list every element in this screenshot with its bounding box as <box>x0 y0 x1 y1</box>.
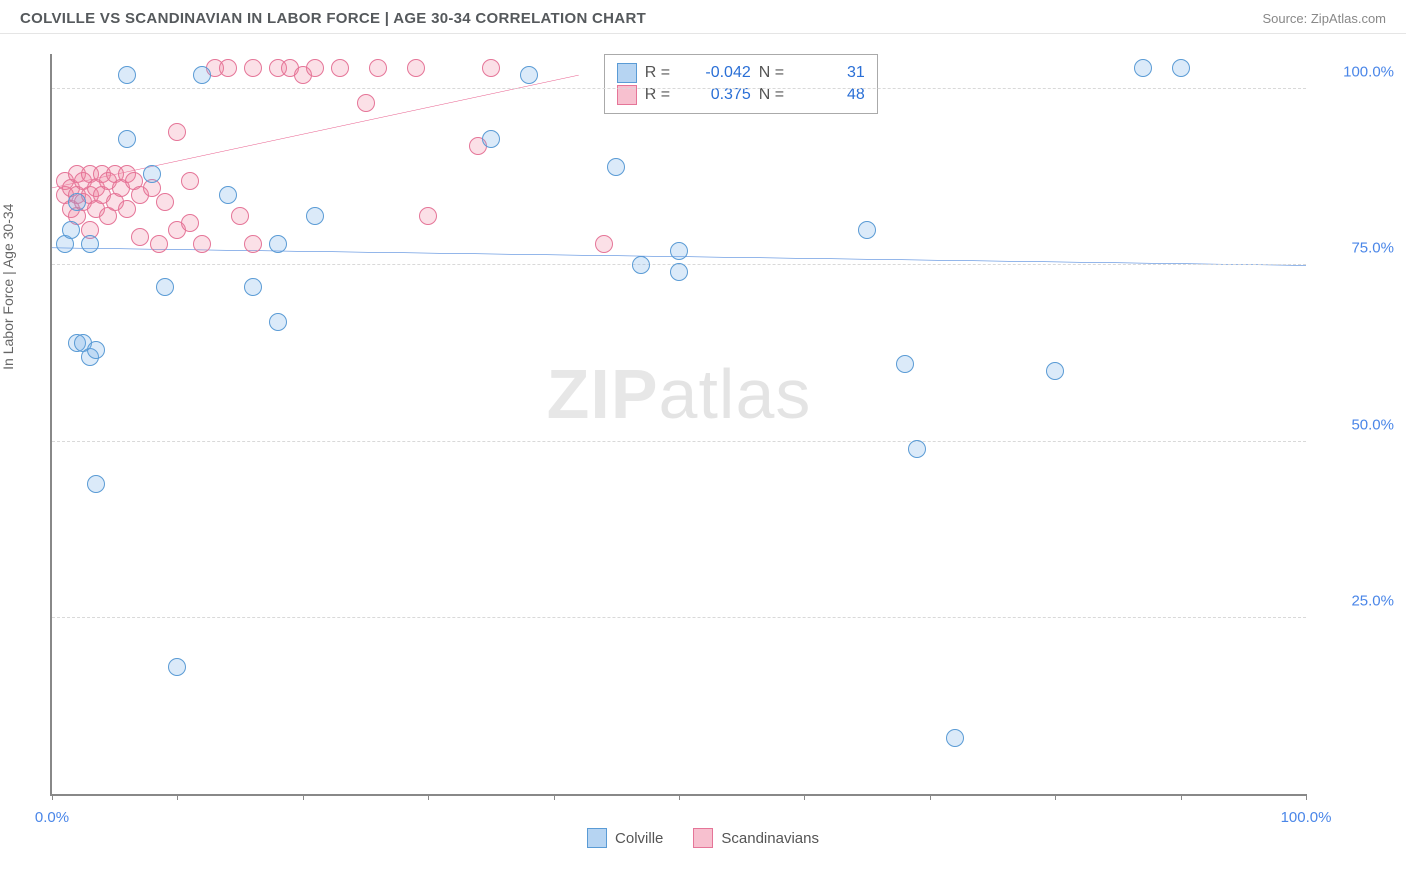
data-point <box>607 158 625 176</box>
data-point <box>482 59 500 77</box>
data-point <box>908 440 926 458</box>
data-point <box>670 242 688 260</box>
data-point <box>946 729 964 747</box>
chart-area: In Labor Force | Age 30-34 ZIPatlas R = … <box>0 34 1406 856</box>
y-tick-label: 75.0% <box>1314 240 1394 257</box>
source-label: Source: ZipAtlas.com <box>1262 11 1386 26</box>
data-point <box>896 355 914 373</box>
data-point <box>118 200 136 218</box>
legend-label-scand: Scandinavians <box>721 830 819 847</box>
data-point <box>156 278 174 296</box>
data-point <box>269 313 287 331</box>
data-point <box>419 207 437 225</box>
data-point <box>193 66 211 84</box>
x-tick-mark <box>1055 794 1056 800</box>
data-point <box>87 475 105 493</box>
chart-title: COLVILLE VS SCANDINAVIAN IN LABOR FORCE … <box>20 10 646 27</box>
x-tick-label: 0.0% <box>35 809 69 826</box>
swatch-colville <box>617 63 637 83</box>
data-point <box>357 94 375 112</box>
x-tick-mark <box>1181 794 1182 800</box>
legend-item-colville: Colville <box>587 828 663 848</box>
data-point <box>1046 362 1064 380</box>
data-point <box>87 341 105 359</box>
data-point <box>595 235 613 253</box>
data-point <box>118 130 136 148</box>
y-tick-label: 50.0% <box>1314 416 1394 433</box>
watermark: ZIPatlas <box>547 354 812 434</box>
data-point <box>181 214 199 232</box>
data-point <box>181 172 199 190</box>
data-point <box>168 123 186 141</box>
x-tick-mark <box>303 794 304 800</box>
x-tick-mark <box>679 794 680 800</box>
data-point <box>331 59 349 77</box>
data-point <box>244 278 262 296</box>
plot-region: ZIPatlas R = -0.042 N = 31 R = 0.375 N =… <box>50 54 1306 796</box>
stat-r-colville: -0.042 <box>687 64 751 82</box>
data-point <box>1172 59 1190 77</box>
correlation-stats-box: R = -0.042 N = 31 R = 0.375 N = 48 <box>604 54 878 114</box>
data-point <box>150 235 168 253</box>
data-point <box>131 228 149 246</box>
data-point <box>219 59 237 77</box>
trend-lines <box>52 54 1306 794</box>
x-tick-label: 100.0% <box>1281 809 1332 826</box>
chart-header: COLVILLE VS SCANDINAVIAN IN LABOR FORCE … <box>0 0 1406 34</box>
data-point <box>118 66 136 84</box>
x-tick-mark <box>804 794 805 800</box>
stat-n-colville: 31 <box>801 64 865 82</box>
data-point <box>81 235 99 253</box>
y-tick-label: 100.0% <box>1314 64 1394 81</box>
stat-row-colville: R = -0.042 N = 31 <box>617 63 865 83</box>
data-point <box>156 193 174 211</box>
data-point <box>632 256 650 274</box>
gridline-h <box>52 88 1306 89</box>
data-point <box>858 221 876 239</box>
y-axis-label: In Labor Force | Age 30-34 <box>0 204 16 370</box>
legend-label-colville: Colville <box>615 830 663 847</box>
data-point <box>244 235 262 253</box>
data-point <box>482 130 500 148</box>
data-point <box>369 59 387 77</box>
stat-r-label: R = <box>645 64 679 82</box>
data-point <box>68 193 86 211</box>
data-point <box>1134 59 1152 77</box>
legend: Colville Scandinavians <box>0 828 1406 848</box>
data-point <box>219 186 237 204</box>
legend-item-scand: Scandinavians <box>693 828 819 848</box>
data-point <box>62 221 80 239</box>
data-point <box>168 658 186 676</box>
x-tick-mark <box>52 794 53 800</box>
data-point <box>193 235 211 253</box>
data-point <box>269 235 287 253</box>
legend-swatch-colville <box>587 828 607 848</box>
x-tick-mark <box>177 794 178 800</box>
data-point <box>520 66 538 84</box>
stat-n-label: N = <box>759 64 793 82</box>
data-point <box>244 59 262 77</box>
data-point <box>306 59 324 77</box>
data-point <box>306 207 324 225</box>
x-tick-mark <box>1306 794 1307 800</box>
legend-swatch-scand <box>693 828 713 848</box>
x-tick-mark <box>554 794 555 800</box>
gridline-h <box>52 441 1306 442</box>
data-point <box>143 165 161 183</box>
x-tick-mark <box>428 794 429 800</box>
data-point <box>670 263 688 281</box>
y-tick-label: 25.0% <box>1314 592 1394 609</box>
data-point <box>407 59 425 77</box>
data-point <box>231 207 249 225</box>
gridline-h <box>52 617 1306 618</box>
x-tick-mark <box>930 794 931 800</box>
